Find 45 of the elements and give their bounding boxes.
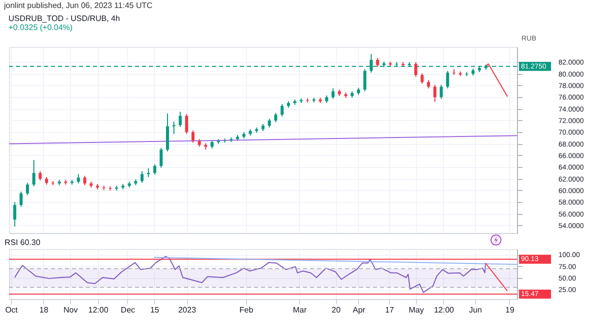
candlestick — [440, 84, 443, 100]
text: jonlint published, Jun 06, 2023 11:45 UTC — [2, 0, 154, 12]
candlestick — [153, 164, 156, 176]
candlestick — [32, 160, 36, 187]
candlestick — [172, 121, 176, 134]
candlestick — [160, 147, 163, 168]
candlestick — [140, 170, 144, 184]
chart-title: RSI 60.30 — [4, 238, 41, 247]
chart-subtitle: +0.0325 (+0.04%) — [8, 23, 73, 32]
candlestick — [26, 182, 29, 196]
x-tick-label: Feb — [239, 306, 254, 314]
candlestick — [83, 175, 86, 186]
candlestick — [274, 112, 278, 123]
x-tick-label: 15 — [150, 306, 160, 314]
x-tick-label: 19 — [505, 306, 515, 314]
candlestick — [280, 104, 284, 117]
candlestick — [414, 62, 418, 78]
candlestick — [191, 130, 194, 144]
candlestick — [38, 170, 42, 182]
x-tick-label: Nov — [63, 306, 78, 314]
x-tick-label: 17 — [385, 306, 395, 314]
x-tick-label: Mar — [292, 306, 308, 314]
x-tick-label: 20 — [332, 306, 342, 314]
candlestick — [332, 88, 335, 100]
candlestick — [420, 72, 424, 84]
x-tick-label: Oct — [5, 306, 18, 314]
x-tick-label: May — [408, 306, 424, 314]
x-tick-label: Apr — [352, 306, 366, 314]
candlestick — [76, 174, 80, 184]
x-tick-label: 2023 — [178, 306, 197, 314]
x-tick-label: Jun — [469, 306, 482, 314]
line-series — [14, 256, 486, 293]
candlestick — [433, 84, 436, 102]
x-tick-label: 12:00 — [434, 306, 455, 314]
candlestick — [166, 112, 170, 152]
candlestick — [363, 68, 366, 92]
x-tick-label: 12:00 — [88, 306, 109, 314]
x-tick-label: 18 — [39, 306, 49, 314]
candlestick — [178, 111, 182, 128]
chart-title: USDRUB_TOD - USD/RUB, 4h — [8, 14, 120, 23]
x-tick-label: Dec — [120, 306, 136, 314]
candlestick — [446, 70, 450, 89]
candlestick — [20, 191, 23, 208]
candlestick — [13, 202, 16, 228]
candlestick — [185, 114, 188, 134]
